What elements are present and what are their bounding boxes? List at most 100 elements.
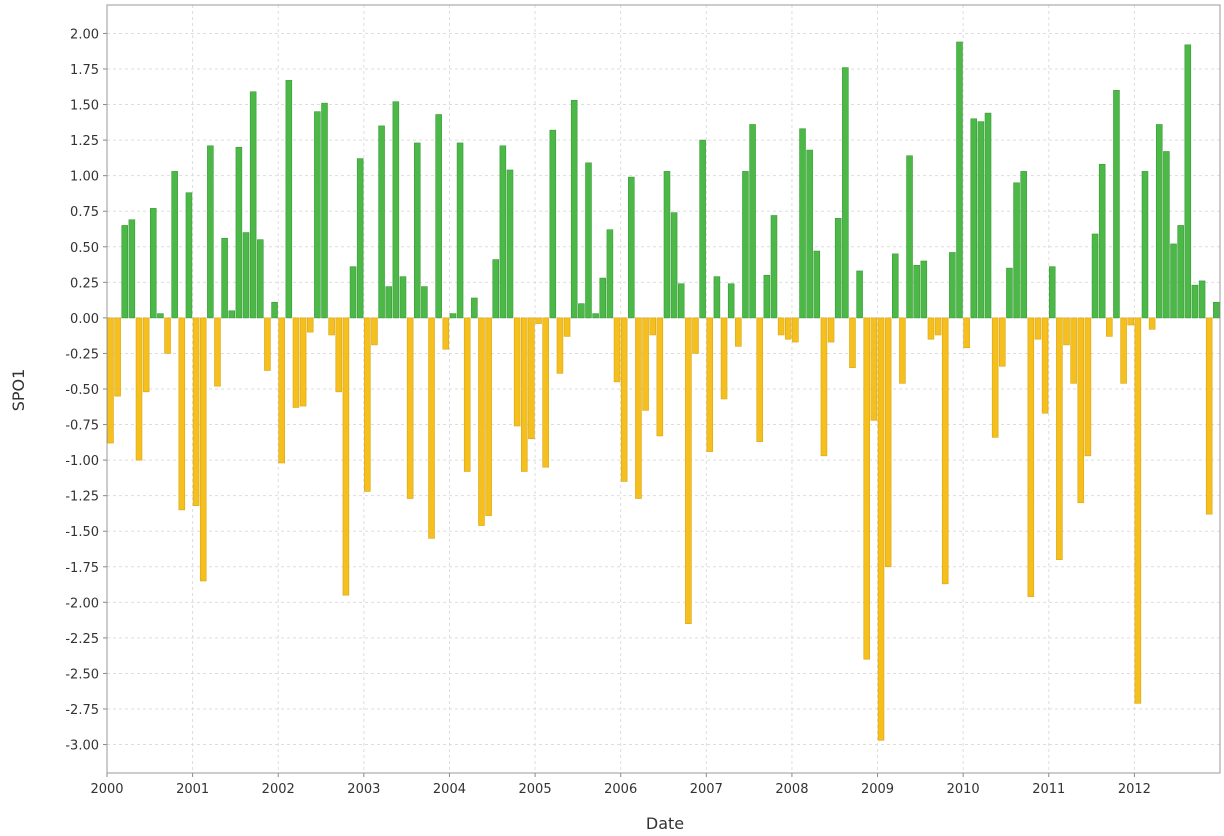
bar <box>271 301 278 319</box>
bar <box>1041 317 1049 414</box>
bar <box>150 208 157 319</box>
bar <box>784 317 792 340</box>
bar <box>478 317 485 526</box>
x-tick-label: 2012 <box>1118 782 1151 797</box>
x-axis-label: Date <box>646 814 684 833</box>
bar <box>164 317 171 354</box>
bar <box>228 310 236 319</box>
bar <box>991 317 999 438</box>
y-tick-label: -1.50 <box>65 525 99 540</box>
x-tick-label: 2002 <box>262 782 295 797</box>
bar <box>1163 151 1170 319</box>
y-tick-label: -1.25 <box>65 490 99 505</box>
bar <box>870 317 878 421</box>
bar <box>321 102 328 319</box>
bar <box>421 286 428 319</box>
bar <box>214 317 221 387</box>
bar <box>192 317 200 506</box>
bar <box>278 317 285 464</box>
bar <box>906 155 913 319</box>
bar <box>306 317 314 333</box>
bar <box>649 317 656 336</box>
bar <box>185 192 193 319</box>
bar <box>1091 233 1099 319</box>
bar <box>1184 44 1192 319</box>
bar <box>999 317 1006 367</box>
bar <box>249 91 257 319</box>
bar <box>264 317 271 371</box>
bar <box>770 215 778 319</box>
y-tick-label: 1.75 <box>70 63 99 78</box>
plot-area <box>107 5 1220 773</box>
bar <box>463 317 471 472</box>
bar <box>670 212 678 319</box>
bar <box>1056 317 1063 560</box>
bar <box>1213 301 1220 319</box>
y-tick-label: 1.25 <box>70 134 99 149</box>
bar <box>1155 124 1163 319</box>
bar <box>535 317 542 324</box>
bar <box>528 317 535 440</box>
x-tick-label: 2005 <box>519 782 552 797</box>
bar <box>613 317 621 383</box>
bar <box>763 274 771 319</box>
bar <box>413 142 421 319</box>
y-tick-label: -2.00 <box>65 596 99 611</box>
bar <box>285 80 293 319</box>
x-tick-label: 2004 <box>433 782 466 797</box>
bar <box>570 99 578 319</box>
bar <box>806 149 813 319</box>
x-tick-label: 2011 <box>1032 782 1065 797</box>
bar <box>720 317 728 400</box>
bar <box>792 317 799 343</box>
bar <box>756 317 763 442</box>
bar <box>927 317 935 340</box>
x-tick-label: 2001 <box>176 782 209 797</box>
y-tick-label: 1.00 <box>70 170 99 185</box>
y-tick-label: -0.25 <box>65 347 99 362</box>
bar <box>235 146 243 319</box>
bar <box>299 317 307 407</box>
y-tick-label: 0.25 <box>70 276 99 291</box>
bar <box>1141 171 1149 319</box>
y-tick-label: -0.50 <box>65 383 99 398</box>
bar <box>628 176 635 319</box>
bar <box>314 111 321 319</box>
bar <box>1205 317 1213 515</box>
bar <box>499 145 507 319</box>
y-axis-label: SPO1 <box>9 369 28 412</box>
bar <box>1020 171 1027 319</box>
bar <box>1106 317 1113 337</box>
bar <box>328 317 335 336</box>
bar <box>406 317 414 499</box>
bar <box>471 297 478 319</box>
y-tick-label: -1.00 <box>65 454 99 469</box>
x-tick-label: 2007 <box>690 782 723 797</box>
bar <box>335 317 343 393</box>
bar <box>892 253 899 319</box>
bar <box>1077 317 1085 504</box>
bar <box>827 317 835 343</box>
bar <box>635 317 642 499</box>
bar <box>749 124 756 319</box>
bar <box>371 317 378 346</box>
bar <box>1148 317 1156 330</box>
bar <box>1098 163 1106 319</box>
bar <box>199 317 207 582</box>
bar <box>956 41 963 319</box>
bar <box>656 317 664 437</box>
bar <box>984 112 992 319</box>
bar <box>934 317 942 336</box>
bar <box>913 264 920 319</box>
bar <box>920 260 928 319</box>
bar <box>442 317 450 350</box>
x-tick-label: 2003 <box>347 782 380 797</box>
bar <box>292 317 300 408</box>
bar <box>1034 317 1042 340</box>
bar <box>834 218 842 319</box>
y-tick-label: 2.00 <box>70 27 99 42</box>
bar <box>549 129 557 319</box>
bar <box>963 317 970 349</box>
x-tick-label: 2010 <box>947 782 980 797</box>
bar <box>349 266 357 319</box>
